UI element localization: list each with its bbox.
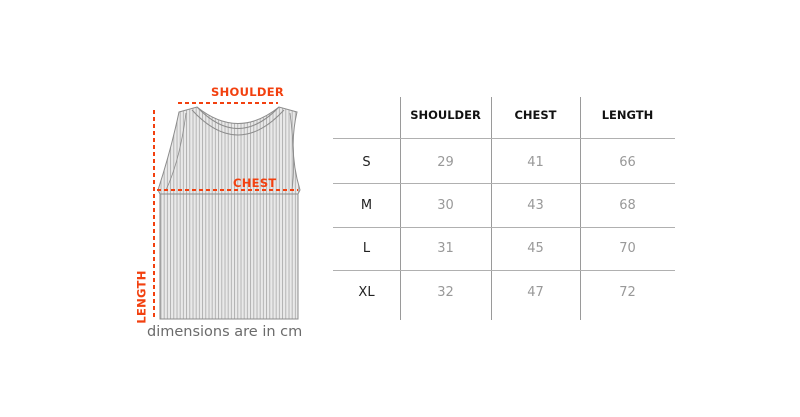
divider (491, 97, 492, 320)
table-cell: 41 (527, 155, 544, 170)
divider (333, 270, 675, 271)
table-cell: 66 (619, 155, 636, 170)
table-cell: 72 (619, 285, 636, 300)
table-cell: 30 (437, 198, 454, 213)
divider (400, 97, 401, 320)
size-label: S (362, 155, 371, 170)
table-cell: 70 (619, 241, 636, 256)
table-cell: 31 (437, 241, 454, 256)
size-label: XL (358, 285, 375, 300)
length-label: LENGTH (134, 270, 149, 324)
table-cell: 45 (527, 241, 544, 256)
shoulder-label: SHOULDER (211, 85, 285, 99)
size-label: L (362, 241, 371, 256)
table-cell: 32 (437, 285, 454, 300)
table-cell: 47 (527, 285, 544, 300)
divider (333, 183, 675, 184)
header-chest: CHEST (514, 108, 557, 122)
tank-top-illustration (153, 102, 301, 320)
divider (333, 227, 675, 228)
divider (333, 138, 675, 139)
chest-label: CHEST (233, 176, 277, 190)
size-label: M (360, 198, 373, 213)
tank-top-shape (157, 106, 301, 320)
table-cell: 68 (619, 198, 636, 213)
units-caption: dimensions are in cm (147, 324, 303, 340)
header-length: LENGTH (601, 108, 654, 122)
table-cell: 43 (527, 198, 544, 213)
header-shoulder: SHOULDER (410, 108, 481, 122)
divider (580, 97, 581, 320)
table-cell: 29 (437, 155, 454, 170)
